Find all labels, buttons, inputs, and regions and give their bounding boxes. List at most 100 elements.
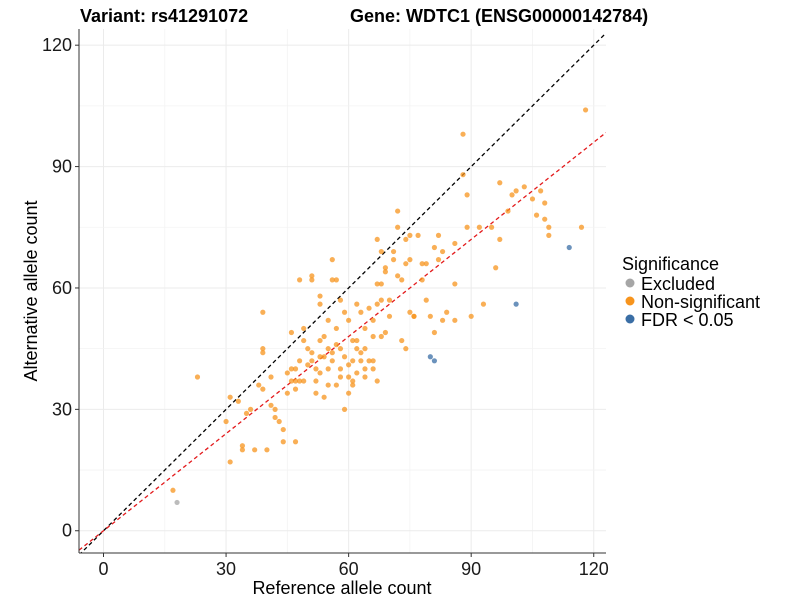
data-point-non-significant	[329, 277, 335, 283]
data-point-non-significant	[321, 354, 327, 360]
data-point-non-significant	[288, 329, 295, 336]
y-tick-label: 30	[52, 399, 72, 419]
data-point-non-significant	[386, 313, 393, 319]
data-point-non-significant	[382, 269, 388, 275]
data-point-non-significant	[403, 261, 409, 267]
data-point-non-significant	[578, 224, 585, 230]
data-point-non-significant	[493, 265, 499, 271]
data-point-non-significant	[378, 248, 384, 255]
data-point-non-significant	[305, 362, 311, 368]
data-point-non-significant	[354, 346, 360, 352]
data-point-non-significant	[582, 107, 589, 113]
data-point-non-significant	[382, 329, 388, 336]
data-point-non-significant	[431, 329, 438, 336]
data-point-fdr-0-05	[431, 358, 438, 364]
data-point-non-significant	[346, 390, 352, 396]
data-point-non-significant	[301, 325, 307, 332]
data-point-non-significant	[415, 232, 421, 238]
x-tick-label: 90	[461, 559, 481, 579]
chart-title-gene: Gene: WDTC1 (ENSG00000142784)	[350, 6, 648, 26]
legend-key	[625, 314, 635, 324]
x-tick-label: 120	[579, 559, 609, 579]
data-point-non-significant	[362, 374, 368, 380]
data-point-non-significant	[317, 293, 323, 299]
data-point-non-significant	[399, 277, 405, 283]
data-point-non-significant	[309, 350, 315, 356]
data-point-non-significant	[362, 366, 368, 372]
data-point-non-significant	[374, 301, 380, 307]
data-point-non-significant	[435, 257, 442, 263]
data-point-non-significant	[423, 297, 429, 303]
data-point-non-significant	[407, 309, 413, 315]
legend-label: Non-significant	[641, 292, 760, 312]
data-point-non-significant	[468, 313, 474, 319]
data-point-excluded	[174, 499, 180, 506]
data-point-non-significant	[546, 232, 552, 238]
data-point-non-significant	[227, 394, 233, 400]
y-tick-label: 120	[42, 35, 72, 55]
data-point-non-significant	[337, 297, 344, 303]
data-point-non-significant	[513, 188, 519, 194]
data-point-non-significant	[390, 248, 397, 255]
data-point-non-significant	[288, 378, 295, 384]
data-point-non-significant	[341, 309, 348, 315]
data-point-non-significant	[337, 346, 344, 352]
data-point-non-significant	[403, 346, 409, 352]
data-point-non-significant	[260, 309, 266, 315]
data-point-non-significant	[321, 394, 327, 400]
data-point-non-significant	[346, 362, 352, 368]
data-point-non-significant	[297, 277, 303, 283]
data-point-non-significant	[370, 358, 376, 364]
data-point-non-significant	[321, 333, 327, 340]
data-point-non-significant	[546, 224, 552, 230]
data-point-non-significant	[243, 410, 250, 417]
data-point-non-significant	[252, 447, 258, 453]
data-point-non-significant	[170, 487, 176, 493]
data-point-non-significant	[284, 390, 290, 396]
y-tick-label: 0	[62, 521, 72, 541]
data-point-non-significant	[399, 337, 405, 344]
data-point-non-significant	[333, 325, 339, 332]
data-point-non-significant	[309, 277, 315, 283]
legend-label: FDR < 0.05	[641, 310, 734, 330]
data-point-non-significant	[223, 418, 229, 425]
data-point-non-significant	[325, 346, 331, 352]
data-point-non-significant	[350, 382, 356, 388]
data-point-non-significant	[325, 382, 331, 388]
data-point-non-significant	[452, 240, 458, 247]
data-point-non-significant	[292, 378, 299, 384]
data-point-non-significant	[301, 337, 307, 344]
data-point-non-significant	[309, 358, 315, 364]
data-point-non-significant	[301, 378, 307, 384]
data-point-non-significant	[538, 188, 544, 194]
data-point-non-significant	[542, 200, 548, 206]
data-point-non-significant	[325, 317, 331, 323]
data-point-non-significant	[480, 301, 487, 307]
data-point-non-significant	[358, 309, 364, 315]
x-tick-label: 0	[99, 559, 109, 579]
data-point-non-significant	[489, 224, 495, 230]
y-tick-label: 60	[52, 278, 72, 298]
data-point-non-significant	[476, 224, 482, 230]
data-point-non-significant	[407, 257, 413, 263]
data-point-non-significant	[297, 358, 303, 364]
data-point-non-significant	[276, 418, 282, 425]
data-point-non-significant	[370, 317, 376, 323]
data-point-non-significant	[439, 248, 446, 255]
data-point-non-significant	[272, 414, 278, 421]
data-point-fdr-0-05	[427, 354, 433, 360]
data-point-non-significant	[354, 337, 360, 344]
data-point-non-significant	[329, 358, 335, 364]
data-point-non-significant	[227, 459, 233, 465]
data-point-non-significant	[247, 406, 254, 412]
data-point-non-significant	[374, 236, 380, 243]
legend-key	[625, 278, 635, 288]
data-point-non-significant	[317, 354, 323, 360]
data-point-non-significant	[403, 236, 409, 243]
data-point-non-significant	[497, 236, 503, 243]
data-point-non-significant	[260, 346, 266, 352]
x-tick-label: 60	[339, 559, 359, 579]
chart-title-variant: Variant: rs41291072	[80, 6, 248, 26]
data-point-non-significant	[235, 398, 241, 404]
